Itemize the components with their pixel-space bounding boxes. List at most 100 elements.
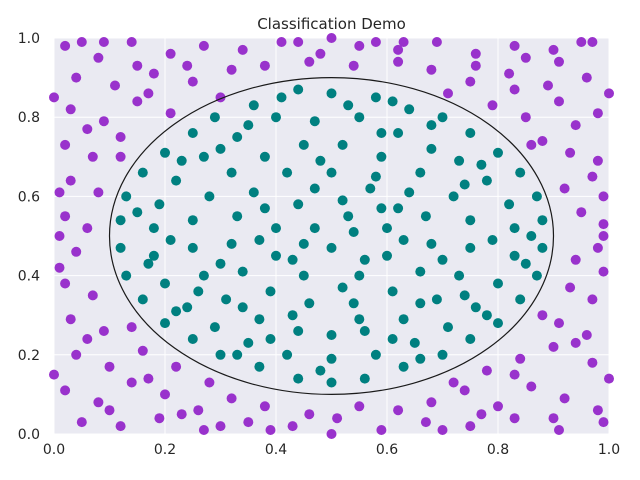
data-point-inside [465,215,476,226]
decision-boundary [108,77,555,395]
data-point-inside [515,294,526,305]
data-point-inside [476,159,487,170]
data-point-outside [82,334,93,344]
data-point-outside [54,231,65,241]
data-point-outside [393,44,404,55]
data-point-inside [537,215,548,226]
data-point-inside [254,361,265,372]
data-point-outside [71,246,82,257]
data-point-outside [198,425,209,435]
data-point-inside [215,143,226,154]
data-point-inside [398,314,409,325]
data-point-outside [76,37,87,47]
data-point-outside [487,100,498,111]
data-point-outside [570,254,581,265]
data-point-inside [160,278,170,289]
data-point-inside [198,151,209,162]
data-point-inside [359,254,370,265]
data-point-outside [592,405,603,416]
data-point-outside [548,341,559,352]
data-point-outside [71,349,82,360]
data-point-inside [215,349,226,360]
data-point-outside [60,211,71,222]
data-point-inside [448,191,459,202]
data-point-inside [176,155,187,166]
data-point-inside [454,155,465,166]
data-point-outside [243,417,254,428]
data-point-outside [54,187,65,198]
data-point-inside [137,294,148,305]
data-point-outside [165,108,176,119]
data-point-inside [187,215,198,226]
data-point-inside [509,250,520,261]
data-point-inside [387,334,398,344]
data-point-outside [82,223,93,234]
data-point-outside [259,401,270,412]
data-point-outside [126,377,137,388]
data-point-outside [598,219,609,230]
data-point-inside [348,227,359,237]
data-point-outside [115,151,126,162]
data-point-inside [354,270,365,281]
data-point-inside [160,318,170,329]
data-point-inside [365,183,376,194]
data-point-inside [271,112,281,123]
data-point-inside [526,231,537,241]
data-point-outside [448,377,459,388]
data-point-outside [376,425,387,435]
data-point-outside [592,155,603,166]
data-point-inside [470,302,481,313]
x-tick-labels: 0.0 0.2 0.4 0.6 0.8 1.0 [43,442,620,458]
data-point-outside [504,68,515,79]
data-point-outside [598,191,609,202]
data-point-outside [509,84,520,95]
data-point-outside [326,33,337,43]
data-point-inside [376,128,387,138]
data-point-outside [98,116,109,127]
data-point-outside [537,136,548,146]
data-point-inside [154,199,165,210]
data-point-outside [526,381,537,392]
data-point-outside [548,413,559,424]
data-point-outside [554,56,564,67]
data-point-outside [65,104,76,115]
data-point-inside [254,235,265,245]
data-point-inside [271,250,281,261]
data-point-inside [209,112,220,123]
data-point-outside [398,37,409,47]
data-point-outside [548,44,559,55]
data-point-inside [237,302,248,313]
data-point-inside [454,270,465,281]
data-point-inside [370,92,381,103]
data-point-outside [332,413,343,424]
data-point-outside [87,290,98,301]
data-point-outside [481,365,492,376]
data-point-inside [276,92,287,103]
data-point-inside [115,215,126,226]
data-point-inside [221,294,232,305]
data-point-inside [137,167,148,178]
data-point-inside [337,195,348,206]
data-point-inside [171,175,182,186]
data-point-inside [426,120,437,131]
data-point-inside [121,270,132,281]
data-point-inside [326,88,337,99]
data-point-outside [198,40,209,51]
data-point-inside [382,223,392,234]
data-point-inside [309,116,320,127]
y-tick-labels: 0.0 0.2 0.4 0.6 0.8 1.0 [18,31,40,443]
data-point-outside [93,52,104,63]
data-point-outside [132,96,143,107]
data-point-outside [554,318,564,329]
data-point-inside [348,298,359,309]
data-point-inside [293,326,304,336]
data-point-inside [515,167,526,178]
data-point-outside [82,124,93,135]
data-point-inside [326,353,337,364]
data-point-inside [487,235,498,245]
data-point-outside [476,409,487,420]
data-point-outside [554,425,564,435]
data-point-outside [520,112,531,123]
data-point-inside [520,258,531,269]
data-point-outside [470,60,481,71]
